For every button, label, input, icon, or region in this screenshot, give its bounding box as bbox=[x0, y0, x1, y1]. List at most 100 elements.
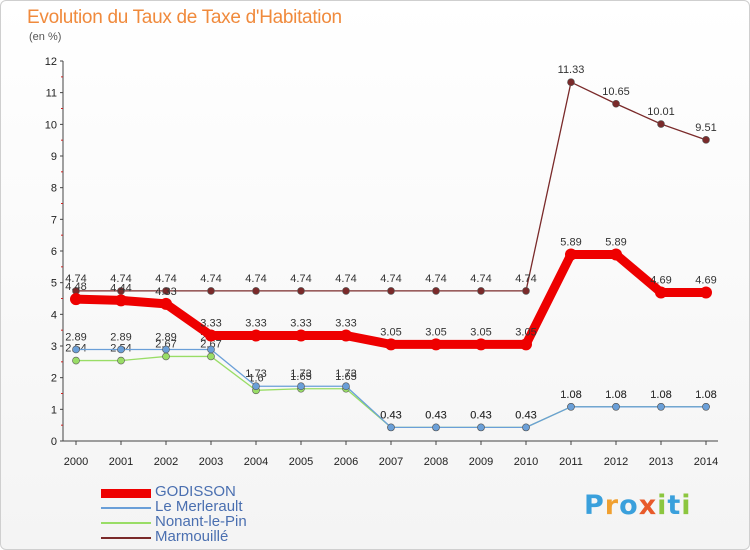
x-tick-label: 2005 bbox=[289, 456, 313, 468]
legend-swatch bbox=[101, 507, 151, 509]
data-point bbox=[475, 338, 487, 351]
data-label: 5.89 bbox=[560, 236, 581, 248]
data-point bbox=[160, 297, 172, 310]
legend-swatch bbox=[101, 537, 151, 539]
y-tick-label: 12 bbox=[45, 56, 57, 68]
y-tick-label: 6 bbox=[51, 246, 57, 258]
data-point bbox=[657, 120, 665, 128]
data-point bbox=[72, 356, 80, 365]
data-label: 2.89 bbox=[155, 331, 176, 343]
data-point bbox=[700, 286, 712, 299]
data-label: 3.05 bbox=[425, 326, 446, 338]
data-label: 4.44 bbox=[110, 282, 131, 294]
y-tick-label: 4 bbox=[51, 309, 57, 321]
data-point bbox=[610, 248, 622, 261]
data-label: 3.05 bbox=[380, 326, 401, 338]
data-label: 1.08 bbox=[560, 389, 581, 401]
data-label: 4.74 bbox=[335, 273, 356, 285]
legend-label: GODISSON bbox=[155, 483, 236, 500]
data-label: 4.74 bbox=[380, 273, 401, 285]
logo-letter: i bbox=[657, 490, 668, 521]
data-label: 4.74 bbox=[470, 273, 491, 285]
data-label: 10.01 bbox=[647, 106, 675, 118]
x-tick-label: 2007 bbox=[379, 456, 403, 468]
y-tick-label: 10 bbox=[45, 119, 57, 131]
data-point bbox=[522, 287, 530, 295]
data-point bbox=[387, 423, 395, 432]
data-label: 4.69 bbox=[650, 274, 671, 286]
legend-label: Nonant-le-Pin bbox=[155, 513, 247, 530]
data-label: 3.05 bbox=[515, 326, 536, 338]
data-label: 0.43 bbox=[425, 409, 446, 421]
legend-swatch bbox=[101, 489, 151, 498]
data-point bbox=[612, 99, 620, 108]
data-point bbox=[477, 287, 485, 295]
proxiti-logo: Proxiti bbox=[584, 490, 692, 521]
data-label: 1.73 bbox=[335, 368, 356, 380]
legend-item-marmouille: Marmouillé bbox=[101, 528, 301, 545]
data-label: 3.05 bbox=[470, 326, 491, 338]
y-tick-label: 2 bbox=[51, 373, 57, 385]
data-point bbox=[522, 423, 530, 432]
data-label: 1.73 bbox=[245, 368, 266, 380]
data-label: 1.08 bbox=[605, 389, 626, 401]
data-label: 0.43 bbox=[515, 409, 536, 421]
data-point bbox=[385, 338, 397, 351]
data-point bbox=[655, 286, 667, 299]
data-point bbox=[342, 287, 350, 295]
data-label: 4.74 bbox=[290, 273, 311, 285]
x-tick-label: 2006 bbox=[334, 456, 358, 468]
data-point bbox=[72, 345, 80, 354]
data-label: 2.89 bbox=[110, 331, 131, 343]
data-label: 3.33 bbox=[335, 318, 356, 330]
x-tick-label: 2012 bbox=[604, 456, 628, 468]
data-point bbox=[207, 352, 215, 361]
data-label: 0.43 bbox=[380, 409, 401, 421]
data-point bbox=[432, 423, 440, 432]
data-point bbox=[207, 345, 215, 354]
legend-item-godisson: GODISSON bbox=[101, 483, 301, 500]
data-label: 1.08 bbox=[560, 389, 581, 401]
y-tick-label: 1 bbox=[51, 404, 57, 416]
data-label: 4.74 bbox=[245, 273, 266, 285]
logo-letter: i bbox=[681, 490, 692, 521]
data-label: 1.08 bbox=[695, 389, 716, 401]
y-tick-label: 9 bbox=[51, 151, 57, 163]
data-point bbox=[387, 287, 395, 295]
data-label: 1.08 bbox=[650, 389, 671, 401]
x-tick-label: 2013 bbox=[649, 456, 673, 468]
data-label: 2.67 bbox=[155, 338, 176, 350]
data-label: 3.33 bbox=[290, 318, 311, 330]
x-tick-label: 2001 bbox=[109, 456, 133, 468]
data-point bbox=[477, 423, 485, 432]
data-label: 0.43 bbox=[380, 409, 401, 421]
data-point bbox=[702, 402, 710, 411]
x-tick-label: 2000 bbox=[64, 456, 88, 468]
data-label: 2.89 bbox=[65, 331, 86, 343]
data-label: 4.74 bbox=[425, 273, 446, 285]
logo-letter: t bbox=[667, 490, 682, 521]
data-label: 9.51 bbox=[695, 122, 716, 134]
y-tick-label: 3 bbox=[51, 341, 57, 353]
data-label: 0.43 bbox=[470, 409, 491, 421]
data-label: 3.33 bbox=[200, 318, 221, 330]
data-point bbox=[250, 329, 262, 342]
data-point bbox=[162, 352, 170, 361]
data-point bbox=[430, 338, 442, 351]
legend-label: Le Merlerault bbox=[155, 498, 243, 515]
logo-letter: P bbox=[584, 490, 605, 521]
data-label: 4.74 bbox=[515, 273, 536, 285]
logo-letter: x bbox=[638, 490, 658, 521]
y-tick-label: 8 bbox=[51, 183, 57, 195]
data-label: 4.69 bbox=[695, 274, 716, 286]
data-point bbox=[657, 402, 665, 411]
data-label: 10.65 bbox=[602, 86, 630, 98]
y-tick-label: 7 bbox=[51, 214, 57, 226]
data-point bbox=[252, 382, 260, 391]
data-point bbox=[115, 294, 127, 307]
data-label: 4.74 bbox=[65, 273, 86, 285]
legend: GODISSON Le Merlerault Nonant-le-Pin Mar… bbox=[101, 483, 301, 545]
data-point bbox=[565, 248, 577, 261]
data-label: 11.33 bbox=[558, 64, 585, 76]
